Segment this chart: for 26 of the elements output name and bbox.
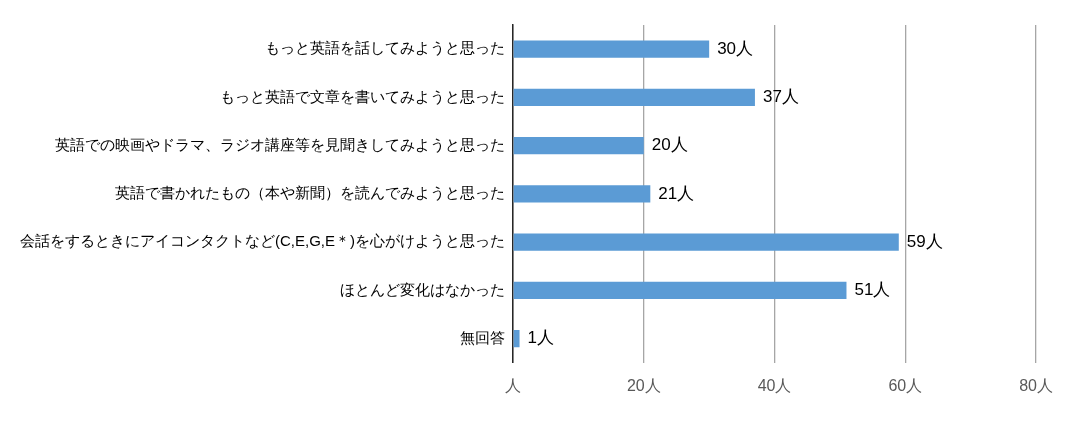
- x-tick-label: 人: [505, 376, 521, 394]
- y-tick-label: もっと英語を話してみようと思った: [265, 39, 505, 57]
- bar: [513, 233, 899, 251]
- bar: [513, 40, 710, 58]
- data-label: 20人: [651, 135, 688, 155]
- x-tick-label: 80人: [1019, 376, 1053, 394]
- y-tick-label: 無回答: [460, 328, 505, 346]
- data-label: 30人: [717, 38, 754, 58]
- y-tick-label: 英語での映画やドラマ、ラジオ講座等を見聞きしてみようと思った: [55, 135, 505, 153]
- bar: [513, 88, 755, 107]
- data-label: 21人: [658, 183, 695, 203]
- data-label: 1人: [527, 328, 555, 348]
- bar: [513, 136, 644, 155]
- bar: [513, 329, 520, 348]
- x-tick-label: 20人: [626, 376, 661, 394]
- data-label: 37人: [762, 87, 799, 107]
- x-tick-label: 40人: [757, 376, 792, 394]
- y-tick-label: 英語で書かれたもの（本や新聞）を読んでみようと思った: [115, 184, 505, 202]
- data-label: 51人: [854, 280, 891, 300]
- bar: [513, 185, 651, 203]
- x-tick-label: 60人: [888, 376, 923, 394]
- bar: [513, 281, 847, 300]
- data-label: 59人: [906, 231, 943, 251]
- y-tick-label: もっと英語で文章を書いてみようと思った: [220, 87, 505, 105]
- y-tick-label: 会話をするときにアイコンタクトなど(C,E,G,E＊)を心がけようと思った: [19, 232, 505, 250]
- y-tick-label: ほとんど変化はなかった: [340, 280, 505, 298]
